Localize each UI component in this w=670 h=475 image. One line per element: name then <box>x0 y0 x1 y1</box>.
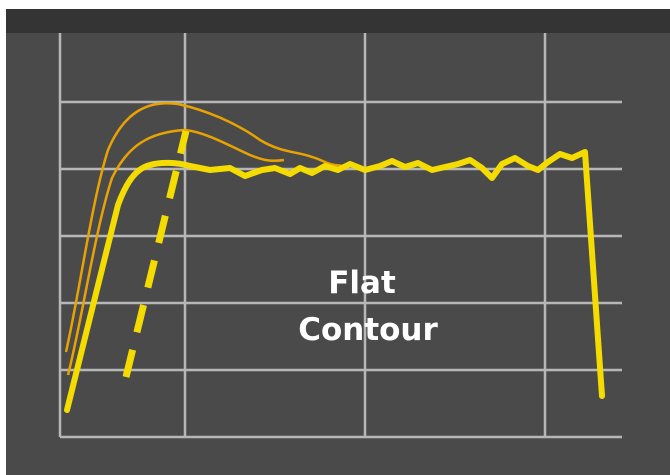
grid <box>58 33 622 439</box>
flat-contour-curve <box>64 149 605 413</box>
diagram-label-line1: Flat <box>328 265 396 301</box>
diagram-background <box>6 9 670 475</box>
top-band <box>6 9 670 33</box>
medium-overshoot-curve <box>66 128 285 376</box>
diagram-label-line2: Contour <box>298 312 438 348</box>
high-overshoot-curve <box>64 101 347 353</box>
dashed-slope-line <box>122 130 190 378</box>
